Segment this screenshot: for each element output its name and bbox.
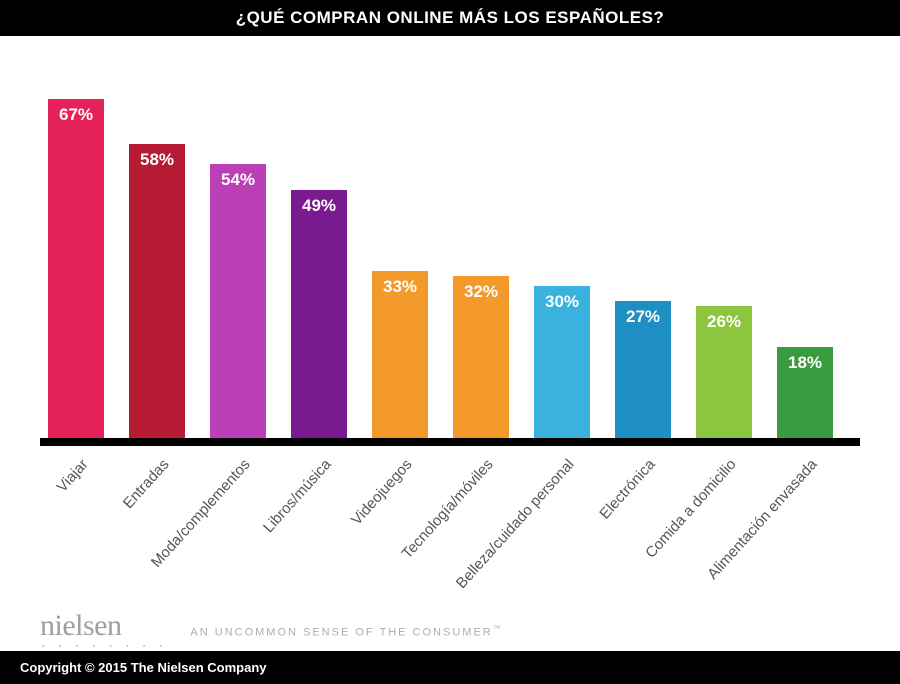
bar-value-label: 58% — [129, 150, 185, 170]
bar-value-label: 32% — [453, 282, 509, 302]
logo-text: nielsen — [40, 609, 121, 642]
chart-bar: 54% — [210, 164, 266, 438]
chart-xlabel: Electrónica — [596, 456, 658, 523]
chart-xlabel: Videojuegos — [348, 456, 416, 529]
copyright-text: Copyright © 2015 The Nielsen Company — [20, 660, 267, 675]
chart-xlabel: Entradas — [120, 456, 173, 512]
chart-bar: 49% — [291, 190, 347, 438]
bar-value-label: 26% — [696, 312, 752, 332]
bar-value-label: 33% — [372, 277, 428, 297]
bar-value-label: 27% — [615, 307, 671, 327]
copyright-bar: Copyright © 2015 The Nielsen Company — [0, 651, 900, 684]
chart-xlabels: ViajarEntradasModa/complementosLibros/mú… — [40, 446, 860, 611]
chart-xlabel: Viajar — [53, 456, 91, 496]
tagline: AN UNCOMMON SENSE OF THE CONSUMER™ — [190, 624, 502, 639]
chart-bar: 33% — [372, 271, 428, 438]
chart-xlabel: Comida a domicilio — [642, 456, 739, 562]
nielsen-logo: nielsen • • • • • • • • — [40, 611, 168, 651]
chart-area: 67% 58% 54% 49% 33% 32% 30% 27% 26% 18% Viajar Ent… — [0, 36, 900, 611]
chart-bar: 67% — [48, 99, 104, 438]
logo-dots: • • • • • • • • — [40, 643, 168, 651]
chart-xlabel: Tecnología/móviles — [398, 456, 496, 562]
chart-title: ¿QUÉ COMPRAN ONLINE MÁS LOS ESPAÑOLES? — [236, 8, 665, 27]
page: ¿QUÉ COMPRAN ONLINE MÁS LOS ESPAÑOLES? 6… — [0, 0, 900, 674]
bar-value-label: 18% — [777, 353, 833, 373]
title-bar: ¿QUÉ COMPRAN ONLINE MÁS LOS ESPAÑOLES? — [0, 0, 900, 36]
chart-bar: 58% — [129, 144, 185, 438]
bar-value-label: 54% — [210, 170, 266, 190]
bar-value-label: 49% — [291, 196, 347, 216]
chart-bar: 30% — [534, 286, 590, 438]
chart-bar: 27% — [615, 301, 671, 438]
footer: nielsen • • • • • • • • AN UNCOMMON SENS… — [0, 611, 900, 651]
chart-bar: 32% — [453, 276, 509, 438]
chart-plot: 67% 58% 54% 49% 33% 32% 30% 27% 26% 18% — [40, 66, 860, 446]
chart-xlabel: Libros/música — [260, 456, 335, 536]
chart-bar: 26% — [696, 306, 752, 438]
bar-value-label: 67% — [48, 105, 104, 125]
bar-value-label: 30% — [534, 292, 590, 312]
chart-bar: 18% — [777, 347, 833, 438]
